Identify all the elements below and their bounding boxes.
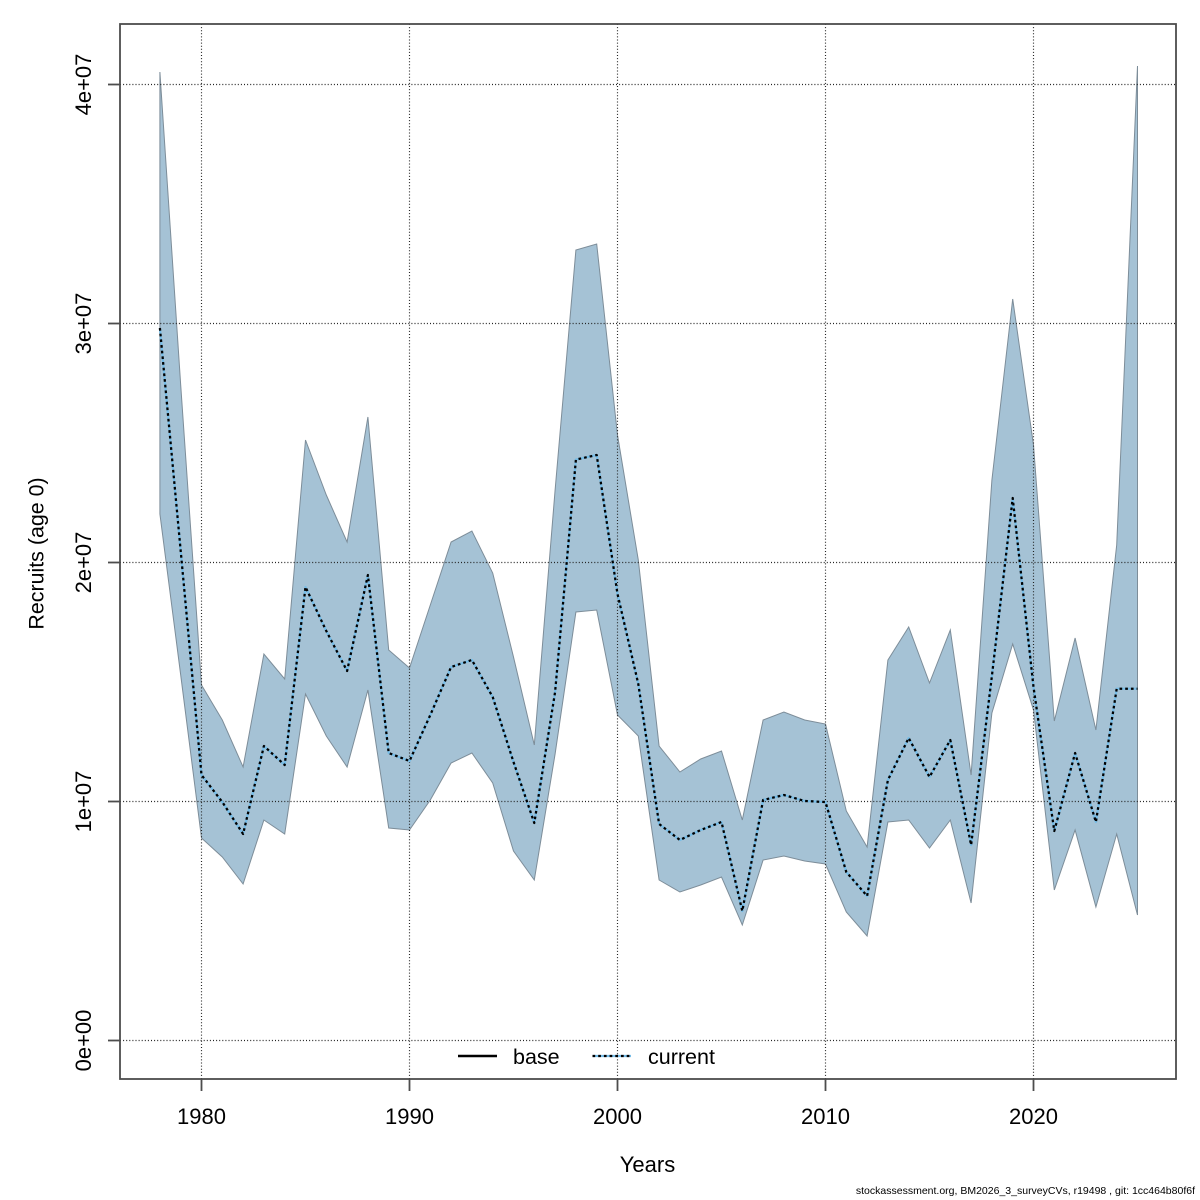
svg-text:Recruits (age 0): Recruits (age 0)	[25, 477, 49, 629]
svg-text:Years: Years	[620, 1152, 675, 1177]
svg-text:2e+07: 2e+07	[71, 532, 96, 594]
svg-text:current: current	[648, 1045, 715, 1069]
svg-text:4e+07: 4e+07	[71, 54, 96, 116]
svg-text:1980: 1980	[177, 1104, 226, 1129]
svg-text:2000: 2000	[593, 1104, 642, 1129]
svg-text:base: base	[513, 1045, 560, 1069]
svg-text:3e+07: 3e+07	[71, 293, 96, 355]
svg-text:0e+00: 0e+00	[71, 1010, 96, 1072]
svg-text:1990: 1990	[385, 1104, 434, 1129]
svg-text:2020: 2020	[1009, 1104, 1058, 1129]
svg-text:1e+07: 1e+07	[71, 771, 96, 833]
svg-text:stockassessment.org, BM2026_3_: stockassessment.org, BM2026_3_surveyCVs,…	[856, 1185, 1195, 1197]
svg-text:2010: 2010	[801, 1104, 850, 1129]
